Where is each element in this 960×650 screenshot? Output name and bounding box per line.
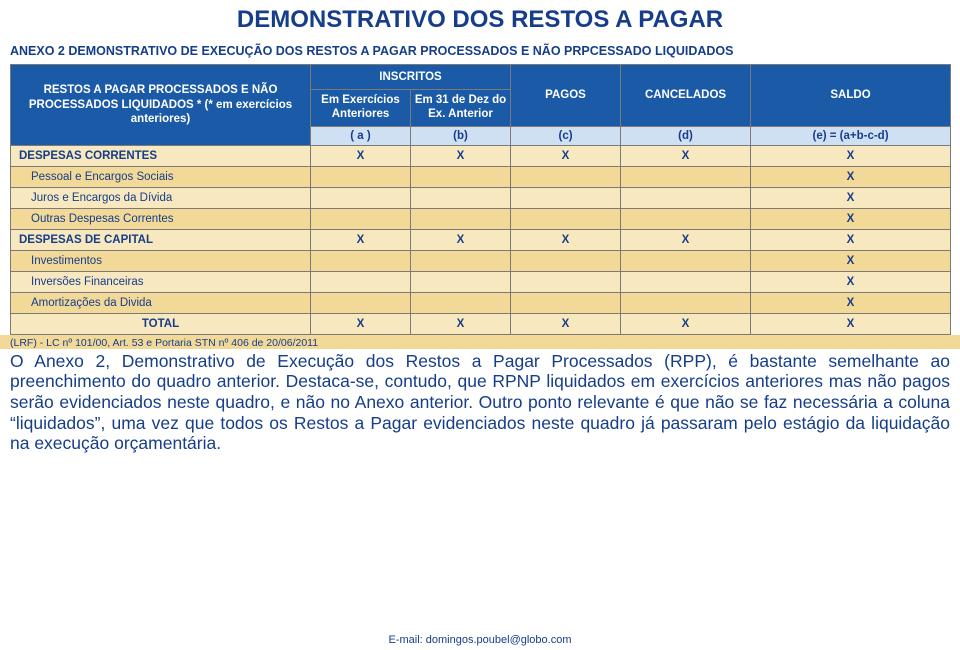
col-group-inscritos: INSCRITOS [311,65,511,90]
table-row: Outras Despesas Correntes X [11,208,951,229]
value-cell [621,208,751,229]
left-header: RESTOS A PAGAR PROCESSADOS E NÃO PROCESS… [11,65,311,146]
value-cell [511,292,621,313]
subcol-31-dez: Em 31 de Dez do Ex. Anterior [411,90,511,127]
value-cell [511,271,621,292]
value-cell [311,166,411,187]
table-row: Amortizações da Divida X [11,292,951,313]
value-cell: X [751,313,951,334]
col-letter-b: (b) [411,126,511,145]
value-cell: X [311,145,411,166]
table-row: DESPESAS CORRENTESXXXXX [11,145,951,166]
value-cell: X [751,166,951,187]
value-cell: X [751,229,951,250]
table-row: DESPESAS DE CAPITALXXXXX [11,229,951,250]
value-cell: X [751,208,951,229]
value-cell [621,271,751,292]
table-row: Pessoal e Encargos Sociais X [11,166,951,187]
value-cell: X [751,292,951,313]
col-letter-d: (d) [621,126,751,145]
value-cell: X [411,313,511,334]
col-pagos: PAGOS [511,65,621,127]
table-row: TOTALXXXXX [11,313,951,334]
col-saldo: SALDO [751,65,951,127]
row-label: Amortizações da Divida [11,292,311,313]
value-cell: X [511,229,621,250]
subcol-exercicios-anteriores: Em Exercícios Anteriores [311,90,411,127]
value-cell [621,187,751,208]
value-cell [411,292,511,313]
row-label: Pessoal e Encargos Sociais [11,166,311,187]
value-cell [311,187,411,208]
value-cell: X [411,229,511,250]
value-cell [621,250,751,271]
value-cell [411,208,511,229]
col-letter-e: (e) = (a+b-c-d) [751,126,951,145]
col-letter-c: (c) [511,126,621,145]
value-cell: X [621,145,751,166]
table-subtitle: ANEXO 2 DEMONSTRATIVO DE EXECUÇÃO DOS RE… [0,42,960,64]
value-cell [411,250,511,271]
value-cell [411,271,511,292]
value-cell: X [751,187,951,208]
value-cell: X [751,271,951,292]
row-label: Outras Despesas Correntes [11,208,311,229]
value-cell [511,187,621,208]
table-row: Inversões Financeiras X [11,271,951,292]
row-label: Investimentos [11,250,311,271]
restos-table: RESTOS A PAGAR PROCESSADOS E NÃO PROCESS… [10,64,951,335]
value-cell: X [511,313,621,334]
page-title: DEMONSTRATIVO DOS RESTOS A PAGAR [0,0,960,42]
value-cell [311,271,411,292]
value-cell [311,250,411,271]
row-label: DESPESAS DE CAPITAL [11,229,311,250]
row-label: Juros e Encargos da Dívida [11,187,311,208]
value-cell: X [411,145,511,166]
value-cell [621,166,751,187]
value-cell: X [621,229,751,250]
value-cell [511,208,621,229]
col-cancelados: CANCELADOS [621,65,751,127]
explanation-paragraph: O Anexo 2, Demonstrativo de Execução dos… [0,349,960,454]
value-cell [311,292,411,313]
value-cell [511,250,621,271]
value-cell: X [751,145,951,166]
citation-text: (LRF) - LC nº 101/00, Art. 53 e Portaria… [0,335,960,349]
value-cell: X [311,313,411,334]
table-row: Juros e Encargos da Dívida X [11,187,951,208]
value-cell: X [311,229,411,250]
email-footer: E-mail: domingos.poubel@globo.com [0,634,960,646]
value-cell [511,166,621,187]
value-cell [311,208,411,229]
value-cell: X [621,313,751,334]
value-cell: X [511,145,621,166]
row-label: Inversões Financeiras [11,271,311,292]
value-cell [411,166,511,187]
value-cell: X [751,250,951,271]
row-label: DESPESAS CORRENTES [11,145,311,166]
col-letter-a: ( a ) [311,126,411,145]
value-cell [411,187,511,208]
value-cell [621,292,751,313]
row-label: TOTAL [11,313,311,334]
table-row: Investimentos X [11,250,951,271]
